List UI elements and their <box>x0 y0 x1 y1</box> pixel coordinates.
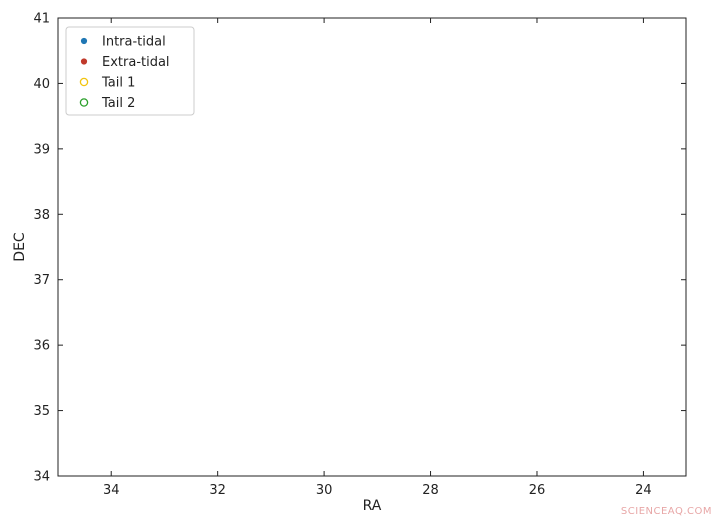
x-tick-label: 26 <box>529 483 546 498</box>
x-tick-label: 34 <box>103 483 120 498</box>
y-tick-label: 34 <box>33 470 50 485</box>
legend-box <box>65 26 195 116</box>
x-axis-title: RA <box>363 498 382 514</box>
y-tick-label: 39 <box>33 142 50 157</box>
y-tick-label: 41 <box>33 12 50 27</box>
x-tick-label: 24 <box>635 483 652 498</box>
legend-label: Tail 2 <box>101 96 135 111</box>
legend: Intra-tidal Extra-tidal Tail 1 Tail 2 <box>65 26 195 116</box>
legend-label: Extra-tidal <box>102 55 170 70</box>
y-tick-label: 36 <box>33 339 50 354</box>
y-tick-label: 40 <box>33 77 50 92</box>
y-tick-label: 35 <box>33 404 50 419</box>
legend-label: Tail 1 <box>101 76 135 91</box>
legend-label: Intra-tidal <box>102 35 166 50</box>
legend-marker-tail-2 <box>79 98 89 107</box>
legend-marker-tail-1 <box>79 77 89 87</box>
y-tick-label: 37 <box>33 273 50 288</box>
x-tick-label: 28 <box>422 483 439 498</box>
legend-marker-intra-tidal <box>80 37 88 45</box>
legend-marker-extra-tidal <box>80 58 88 65</box>
x-tick-label: 32 <box>209 483 226 498</box>
watermark-text: SCIENCEAQ.COM <box>620 506 712 517</box>
x-tick-label: 30 <box>316 483 333 498</box>
y-axis-title: DEC <box>12 232 28 262</box>
y-tick-label: 38 <box>33 208 50 223</box>
